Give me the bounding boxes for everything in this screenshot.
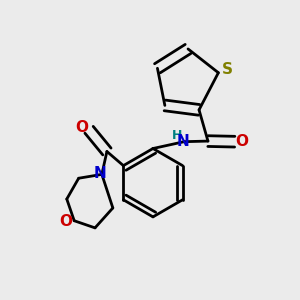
Text: O: O bbox=[236, 134, 249, 148]
Text: N: N bbox=[94, 166, 107, 181]
Text: O: O bbox=[59, 214, 72, 229]
Text: H: H bbox=[172, 129, 182, 142]
Text: S: S bbox=[222, 62, 233, 77]
Text: O: O bbox=[75, 120, 88, 135]
Text: N: N bbox=[176, 134, 189, 149]
